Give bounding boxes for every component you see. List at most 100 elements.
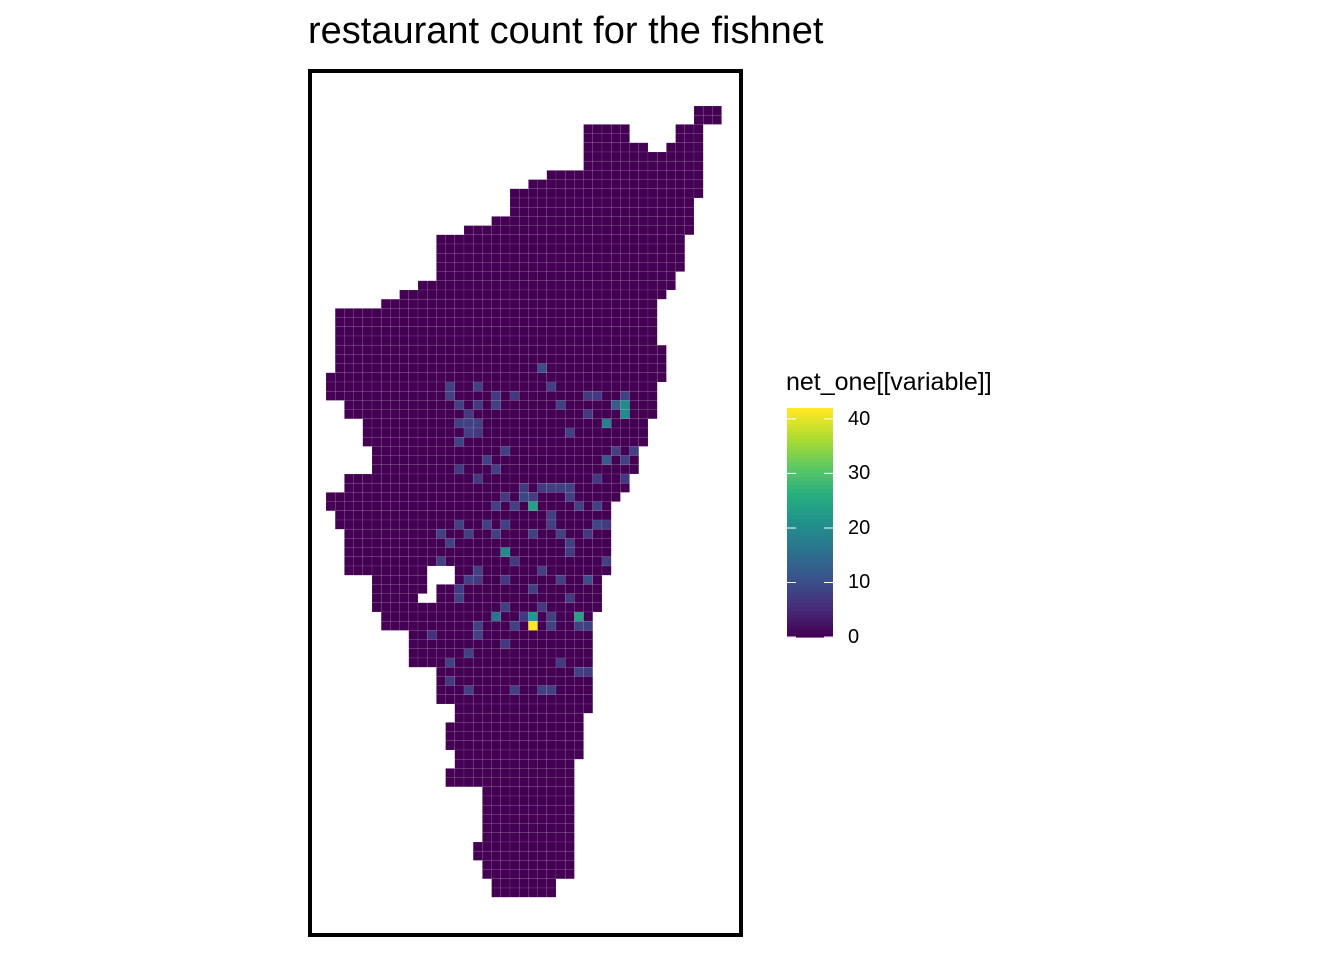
fishnet-cell <box>436 492 446 502</box>
fishnet-cell <box>555 556 566 567</box>
fishnet-cell <box>380 372 391 383</box>
fishnet-cell <box>574 363 584 374</box>
fishnet-cell <box>546 666 557 677</box>
fishnet-cell <box>518 363 529 374</box>
fishnet-cell <box>592 473 603 484</box>
fishnet-cell <box>509 574 520 585</box>
legend-color-step <box>787 564 833 569</box>
fishnet-cell <box>426 289 437 300</box>
fishnet-cell <box>509 216 520 226</box>
fishnet-cell <box>482 758 492 769</box>
fishnet-cell <box>537 335 548 346</box>
fishnet-cell <box>592 124 603 134</box>
fishnet-cell <box>564 446 575 456</box>
fishnet-cell <box>454 666 465 677</box>
fishnet-cell <box>509 777 520 788</box>
fishnet-cell <box>620 473 630 484</box>
fishnet-cell <box>702 105 713 116</box>
fishnet-cell <box>408 584 419 594</box>
fishnet-cell <box>380 363 391 374</box>
fishnet-cell <box>546 538 557 548</box>
fishnet-cell <box>629 234 640 245</box>
fishnet-cell <box>528 887 538 898</box>
fishnet-cell <box>518 243 529 254</box>
fishnet-cell <box>555 758 566 769</box>
fishnet-cell <box>528 547 538 558</box>
fishnet-cell <box>564 676 575 686</box>
fishnet-cell <box>528 354 538 364</box>
fishnet-cell <box>380 473 391 484</box>
fishnet-cell <box>592 574 603 585</box>
fishnet-cell <box>463 436 474 447</box>
fishnet-cell <box>592 409 603 420</box>
fishnet-cell <box>371 372 382 383</box>
fishnet-cell <box>583 455 594 466</box>
fishnet-cell <box>482 712 492 723</box>
fishnet-cell <box>399 335 410 346</box>
fishnet-cell <box>362 308 373 318</box>
fishnet-cell <box>491 538 502 548</box>
fishnet-cell <box>546 390 557 401</box>
fishnet-cell <box>463 758 474 769</box>
fishnet-cell <box>509 519 520 530</box>
fishnet-cell <box>380 492 391 502</box>
fishnet-cell <box>362 538 373 548</box>
fishnet-cell <box>436 538 446 548</box>
fishnet-cell <box>693 142 704 153</box>
fishnet-cell <box>399 317 410 328</box>
fishnet-cell <box>555 492 566 502</box>
fishnet-cell <box>583 252 594 263</box>
fishnet-cell <box>509 455 520 466</box>
fishnet-cell <box>574 712 584 723</box>
fishnet-cell <box>620 197 630 208</box>
fishnet-cell <box>555 740 566 751</box>
fishnet-cell <box>436 593 446 604</box>
fishnet-cell <box>472 326 483 337</box>
fishnet-cell <box>684 197 695 208</box>
fishnet-cell <box>426 602 437 613</box>
fishnet-cell <box>436 354 446 364</box>
fishnet-cell <box>620 372 630 383</box>
fishnet-cell <box>574 657 584 668</box>
fishnet-cell <box>472 547 483 558</box>
fishnet-cell <box>399 611 410 622</box>
fishnet-cell <box>610 243 621 254</box>
fishnet-cell <box>408 335 419 346</box>
fishnet-cell <box>528 381 538 392</box>
fishnet-cell <box>445 611 456 622</box>
fishnet-cell <box>555 262 566 272</box>
fishnet-cell <box>620 280 630 291</box>
fishnet-cell <box>445 473 456 484</box>
fishnet-cell <box>629 354 640 364</box>
fishnet-cell <box>454 574 465 585</box>
fishnet-cell <box>583 243 594 254</box>
fishnet-cell <box>472 712 483 723</box>
fishnet-cell <box>629 206 640 217</box>
fishnet-cell <box>555 620 566 631</box>
fishnet-cell <box>564 639 575 650</box>
fishnet-cell <box>500 685 511 696</box>
fishnet-cell <box>426 418 437 429</box>
fishnet-cell <box>390 528 400 539</box>
fishnet-cell <box>463 289 474 300</box>
fishnet-cell <box>436 436 446 447</box>
fishnet-cell <box>509 547 520 558</box>
fishnet-cell <box>491 639 502 650</box>
fishnet-cell <box>528 197 538 208</box>
fishnet-cell <box>518 703 529 714</box>
fishnet-cell <box>610 344 621 355</box>
fishnet-cell <box>344 510 354 521</box>
fishnet-cell <box>463 685 474 696</box>
fishnet-cell <box>518 464 529 475</box>
fishnet-cell <box>500 731 511 742</box>
fishnet-cell <box>601 519 612 530</box>
fishnet-cell <box>555 390 566 401</box>
fishnet-cell <box>344 335 354 346</box>
fishnet-cell <box>647 317 658 328</box>
fishnet-cell <box>620 409 630 420</box>
fishnet-cell <box>638 344 649 355</box>
fishnet-cell <box>371 400 382 410</box>
fishnet-cell <box>583 289 594 300</box>
fishnet-cell <box>482 538 492 548</box>
fishnet-cell <box>583 354 594 364</box>
